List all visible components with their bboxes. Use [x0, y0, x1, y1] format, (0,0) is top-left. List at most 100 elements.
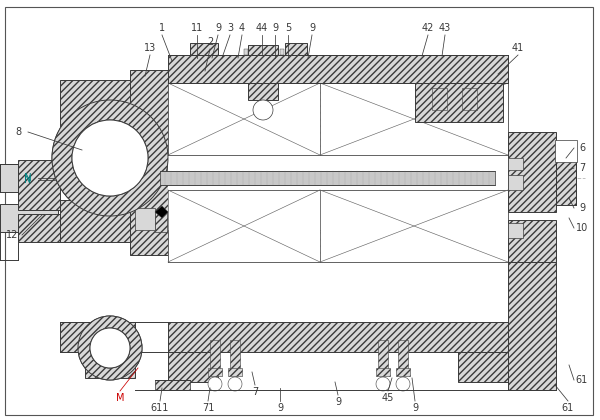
Bar — [160, 171, 495, 185]
Bar — [425, 55, 493, 83]
Bar — [168, 55, 508, 83]
Bar — [190, 43, 218, 83]
Text: 9: 9 — [277, 403, 283, 413]
Bar — [18, 224, 58, 232]
Text: 3: 3 — [227, 23, 233, 33]
Text: 1: 1 — [159, 23, 165, 33]
Bar — [378, 340, 388, 370]
Circle shape — [90, 328, 130, 368]
Polygon shape — [168, 190, 320, 262]
Bar — [60, 80, 135, 140]
Bar — [168, 352, 218, 382]
Text: 12: 12 — [6, 230, 18, 240]
Bar — [555, 140, 577, 162]
Bar — [278, 58, 314, 70]
Text: 10: 10 — [576, 223, 588, 233]
Text: 61: 61 — [562, 403, 574, 413]
Bar — [508, 132, 556, 212]
Bar — [280, 49, 284, 55]
Bar — [168, 322, 508, 352]
Bar — [130, 175, 168, 255]
Bar — [18, 184, 58, 192]
Text: 8: 8 — [15, 127, 21, 137]
Bar — [18, 214, 60, 242]
Text: N: N — [24, 173, 32, 183]
Text: 9: 9 — [215, 23, 221, 33]
Bar — [0, 164, 58, 192]
Bar — [168, 83, 508, 155]
Bar — [398, 340, 408, 370]
Text: 11: 11 — [191, 23, 203, 33]
Bar — [168, 192, 508, 230]
Bar — [238, 63, 288, 78]
Text: 61: 61 — [576, 375, 588, 385]
Bar — [432, 88, 447, 110]
Bar — [185, 58, 223, 70]
Bar — [428, 64, 490, 82]
Bar — [415, 55, 503, 122]
Bar — [155, 380, 190, 390]
Circle shape — [72, 120, 148, 196]
Bar — [155, 162, 167, 182]
Bar — [210, 340, 220, 370]
Circle shape — [52, 100, 168, 216]
Text: 4: 4 — [239, 23, 245, 33]
Text: 2: 2 — [207, 37, 213, 47]
Bar — [508, 223, 523, 238]
Bar — [242, 55, 250, 65]
Bar — [18, 160, 60, 210]
Text: 9: 9 — [335, 397, 341, 407]
Circle shape — [376, 377, 390, 391]
Text: 6: 6 — [579, 143, 585, 153]
Text: 7: 7 — [252, 387, 258, 397]
Bar — [556, 150, 576, 205]
Text: 9: 9 — [309, 23, 315, 33]
Bar — [376, 368, 390, 376]
Text: 41: 41 — [512, 43, 524, 53]
Bar — [508, 262, 556, 390]
Text: 45: 45 — [382, 393, 394, 403]
Bar — [230, 340, 240, 370]
Bar — [278, 55, 286, 65]
Text: M: M — [116, 393, 124, 403]
Bar — [508, 158, 523, 170]
Bar — [458, 352, 508, 382]
Bar — [85, 350, 135, 378]
Polygon shape — [155, 206, 168, 218]
Bar — [508, 220, 556, 262]
Text: 44: 44 — [256, 23, 268, 33]
Bar — [244, 49, 248, 55]
Circle shape — [228, 377, 242, 391]
Bar — [60, 200, 135, 242]
Text: 9: 9 — [579, 203, 585, 213]
Polygon shape — [320, 83, 508, 155]
Bar — [155, 212, 167, 232]
Circle shape — [253, 100, 273, 120]
Text: 43: 43 — [439, 23, 451, 33]
Polygon shape — [168, 83, 320, 155]
Bar — [228, 368, 242, 376]
Bar — [556, 143, 576, 158]
Bar — [208, 368, 222, 376]
Text: 13: 13 — [144, 43, 156, 53]
Text: 5: 5 — [285, 23, 291, 33]
Text: 42: 42 — [422, 23, 434, 33]
Text: 7: 7 — [579, 163, 585, 173]
Bar — [0, 204, 58, 232]
Bar — [135, 168, 155, 190]
Bar — [396, 368, 410, 376]
Text: 9: 9 — [272, 23, 278, 33]
Text: 611: 611 — [151, 403, 169, 413]
Bar — [130, 70, 168, 165]
Circle shape — [78, 316, 142, 380]
Bar — [168, 204, 508, 262]
Polygon shape — [320, 190, 508, 262]
Circle shape — [208, 377, 222, 391]
Bar — [508, 175, 523, 190]
Text: 71: 71 — [202, 403, 214, 413]
Bar — [462, 88, 477, 110]
Bar — [285, 43, 307, 83]
Text: N: N — [25, 175, 32, 185]
Circle shape — [396, 377, 410, 391]
Bar — [248, 45, 278, 100]
